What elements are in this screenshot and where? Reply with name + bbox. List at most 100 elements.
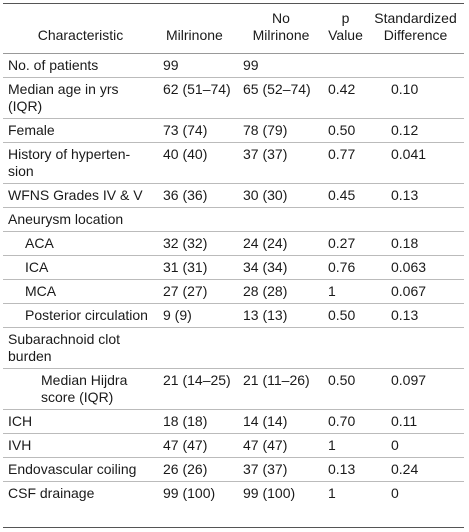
row-label: CSF drainage <box>8 485 95 501</box>
milrinone-value: 40 (40) <box>158 142 238 184</box>
row-label-cell: IVH <box>3 433 158 458</box>
no-milrinone-value: 78 (79) <box>238 118 324 143</box>
header-p-value: p Value <box>324 4 367 54</box>
header-p-line1: p <box>341 10 350 26</box>
no-milrinone-value <box>238 327 324 369</box>
standardized-difference-value: 0.24 <box>367 457 464 482</box>
milrinone-value: 62 (51–74) <box>158 77 238 119</box>
no-milrinone-value: 14 (14) <box>238 409 324 434</box>
milrinone-value: 9 (9) <box>158 303 238 328</box>
row-label-cell: MCA <box>3 279 158 304</box>
header-sd-line1: Standardized <box>374 10 457 26</box>
milrinone-value <box>158 327 238 369</box>
table-row: IVH 47 (47) 47 (47) 1 0 <box>3 433 464 458</box>
p-value: 0.50 <box>324 303 367 328</box>
header-row: Characteristic Milrinone No Milrinone p … <box>3 4 464 54</box>
standardized-difference-value: 0.10 <box>367 77 464 119</box>
row-label: No. of patients <box>8 57 99 73</box>
table-row: CSF drainage 99 (100) 99 (100) 1 0 <box>3 482 464 506</box>
row-label-cell: Endovascular coiling <box>3 457 158 482</box>
table-row: Female 73 (74) 78 (79) 0.50 0.12 <box>3 118 464 143</box>
header-p-line2: Value <box>328 27 363 43</box>
row-label-cell: Posterior circulation <box>3 303 158 328</box>
row-label-cell: ICA <box>3 255 158 280</box>
header-characteristic: Characteristic <box>3 4 158 54</box>
p-value: 0.27 <box>324 231 367 256</box>
table-row: Endovascular coiling 26 (26) 37 (37) 0.13 0.… <box>3 457 464 482</box>
standardized-difference-value: 0.12 <box>367 118 464 143</box>
table-row: ICH 18 (18) 14 (14) 0.70 0.11 <box>3 409 464 434</box>
p-value: 0.50 <box>324 368 367 410</box>
row-label-cell: ICH <box>3 409 158 434</box>
milrinone-value: 99 (100) <box>163 485 216 501</box>
table-row: Median Hijdra score (IQR) 21 (14–25) 21 (11… <box>3 368 464 410</box>
row-label-continued: (IQR) <box>8 98 43 114</box>
no-milrinone-value: 21 (11–26) <box>238 368 324 410</box>
row-label: History of hyperten- <box>8 146 131 162</box>
table-row: No. of patients 99 99 <box>3 53 464 78</box>
table-row: WFNS Grades IV & V 36 (36) 30 (30) 0.45 0.13 <box>3 183 464 208</box>
milrinone-value: 36 (36) <box>158 183 238 208</box>
milrinone-value: 32 (32) <box>158 231 238 256</box>
header-sd-line2: Difference <box>383 27 448 43</box>
no-milrinone-value: 13 (13) <box>238 303 324 328</box>
table-row: MCA 27 (27) 28 (28) 1 0.067 <box>3 279 464 304</box>
p-value: 0.50 <box>324 118 367 143</box>
p-value: 0.76 <box>324 255 367 280</box>
p-value: 0.77 <box>324 142 367 184</box>
milrinone-value: 73 (74) <box>158 118 238 143</box>
no-milrinone-value: 99 <box>238 53 324 78</box>
p-value: 1 <box>324 433 367 458</box>
standardized-difference-value: 0.11 <box>367 409 464 434</box>
table-row: Posterior circulation 9 (9) 13 (13) 0.50 0.1… <box>3 303 464 328</box>
row-label-cell: Subarachnoid clot burden <box>3 327 158 369</box>
row-label-cell: CSF drainage <box>3 482 158 506</box>
no-milrinone-value: 34 (34) <box>238 255 324 280</box>
milrinone-value <box>158 207 238 232</box>
row-label: ICA <box>25 259 49 275</box>
p-value <box>324 207 367 232</box>
row-label: WFNS Grades IV & V <box>8 187 143 203</box>
table-body: No. of patients 99 99 Median age in yrs (IQR… <box>3 53 464 506</box>
table-row: Subarachnoid clot burden <box>3 327 464 369</box>
no-milrinone-value: 24 (24) <box>238 231 324 256</box>
table: Characteristic Milrinone No Milrinone p … <box>3 4 464 505</box>
milrinone-value: 18 (18) <box>158 409 238 434</box>
table-row: Aneurysm location <box>3 207 464 232</box>
header-no-milrinone-line2: Milrinone <box>252 27 310 43</box>
row-label: Endovascular coiling <box>8 461 137 477</box>
header-no-milrinone: No Milrinone <box>238 4 324 54</box>
header-no-milrinone-line1: No <box>272 10 290 26</box>
standardized-difference-value: 0.13 <box>367 303 464 328</box>
row-label-continued: burden <box>8 348 52 364</box>
row-label: Posterior circulation <box>25 307 148 323</box>
p-value: 1 <box>328 485 336 501</box>
no-milrinone-value: 37 (37) <box>238 457 324 482</box>
p-value: 0.42 <box>324 77 367 119</box>
no-milrinone-value: 65 (52–74) <box>238 77 324 119</box>
standardized-difference-value: 0.063 <box>367 255 464 280</box>
p-value: 0.45 <box>324 183 367 208</box>
row-label-cell: WFNS Grades IV & V <box>3 183 158 208</box>
row-label-cell: Aneurysm location <box>3 207 158 232</box>
milrinone-value: 99 <box>158 53 238 78</box>
row-label: IVH <box>8 437 32 453</box>
milrinone-value: 27 (27) <box>158 279 238 304</box>
p-value: 0.13 <box>324 457 367 482</box>
p-value: 1 <box>324 279 367 304</box>
no-milrinone-value: 47 (47) <box>238 433 324 458</box>
milrinone-value: 31 (31) <box>158 255 238 280</box>
table-row: ACA 32 (32) 24 (24) 0.27 0.18 <box>3 231 464 256</box>
standardized-difference-value <box>367 327 464 369</box>
standardized-difference-value: 0.067 <box>367 279 464 304</box>
standardized-difference-value <box>367 207 464 232</box>
row-label: Median Hijdra <box>41 372 128 388</box>
row-label: ICH <box>8 413 33 429</box>
no-milrinone-value: 37 (37) <box>238 142 324 184</box>
header-milrinone: Milrinone <box>158 4 238 54</box>
row-label: Female <box>8 122 55 138</box>
milrinone-value: 47 (47) <box>158 433 238 458</box>
no-milrinone-value <box>238 207 324 232</box>
p-value <box>324 327 367 369</box>
row-label-continued: score (IQR) <box>41 389 114 405</box>
